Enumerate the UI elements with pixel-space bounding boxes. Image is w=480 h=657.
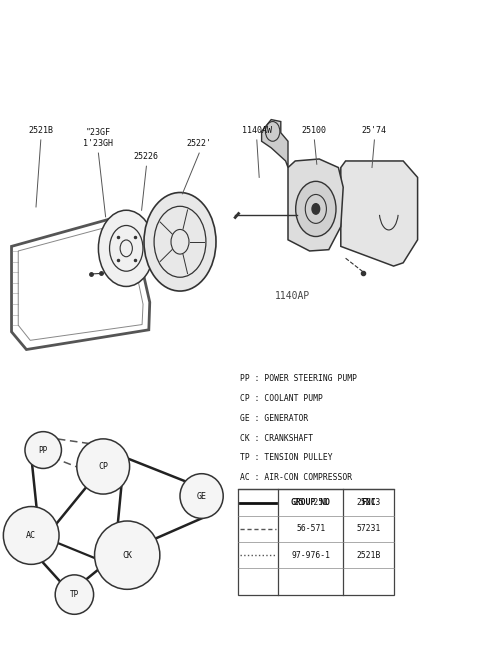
Ellipse shape: [77, 439, 130, 494]
Text: 25100: 25100: [302, 125, 327, 135]
Text: 97-976-1: 97-976-1: [291, 551, 330, 560]
Text: PP : POWER STEERING PUMP: PP : POWER STEERING PUMP: [240, 374, 357, 384]
Text: 2521B: 2521B: [28, 125, 53, 135]
Text: 2521B: 2521B: [356, 551, 381, 560]
Text: "23GF
1'23GH: "23GF 1'23GH: [84, 128, 113, 148]
Text: CP : COOLANT PUMP: CP : COOLANT PUMP: [240, 394, 323, 403]
Text: PP: PP: [38, 445, 48, 455]
Polygon shape: [341, 161, 418, 266]
Text: GE : GENERATOR: GE : GENERATOR: [240, 414, 308, 423]
Text: CK: CK: [122, 551, 132, 560]
Circle shape: [144, 193, 216, 291]
Polygon shape: [288, 159, 343, 251]
Text: 1140AW: 1140AW: [242, 125, 272, 135]
Text: CK : CRANKSHAFT: CK : CRANKSHAFT: [240, 434, 313, 443]
Text: 25  251: 25 251: [294, 498, 328, 507]
Text: GROUP NO: GROUP NO: [291, 498, 330, 507]
Ellipse shape: [95, 521, 160, 589]
Bar: [238, 489, 394, 595]
Text: 25226: 25226: [134, 152, 159, 161]
Text: 2522': 2522': [187, 139, 212, 148]
Text: 25'74: 25'74: [362, 125, 387, 135]
Text: TP : TENSION PULLEY: TP : TENSION PULLEY: [240, 453, 333, 463]
Ellipse shape: [180, 474, 223, 518]
Text: AC : AIR-CON COMPRESSOR: AC : AIR-CON COMPRESSOR: [240, 473, 352, 482]
Circle shape: [98, 210, 154, 286]
Text: 56-571: 56-571: [296, 524, 325, 533]
Text: GE: GE: [197, 491, 206, 501]
Text: 25213: 25213: [356, 498, 381, 507]
Text: AC: AC: [26, 531, 36, 540]
Ellipse shape: [3, 507, 59, 564]
Ellipse shape: [25, 432, 61, 468]
Text: FNC: FNC: [361, 498, 376, 507]
Circle shape: [312, 204, 320, 214]
Text: TP: TP: [70, 590, 79, 599]
Circle shape: [296, 181, 336, 237]
Ellipse shape: [55, 575, 94, 614]
Text: 57231: 57231: [356, 524, 381, 533]
Polygon shape: [262, 120, 288, 168]
Text: CP: CP: [98, 462, 108, 471]
Text: 1140AP: 1140AP: [275, 290, 311, 301]
